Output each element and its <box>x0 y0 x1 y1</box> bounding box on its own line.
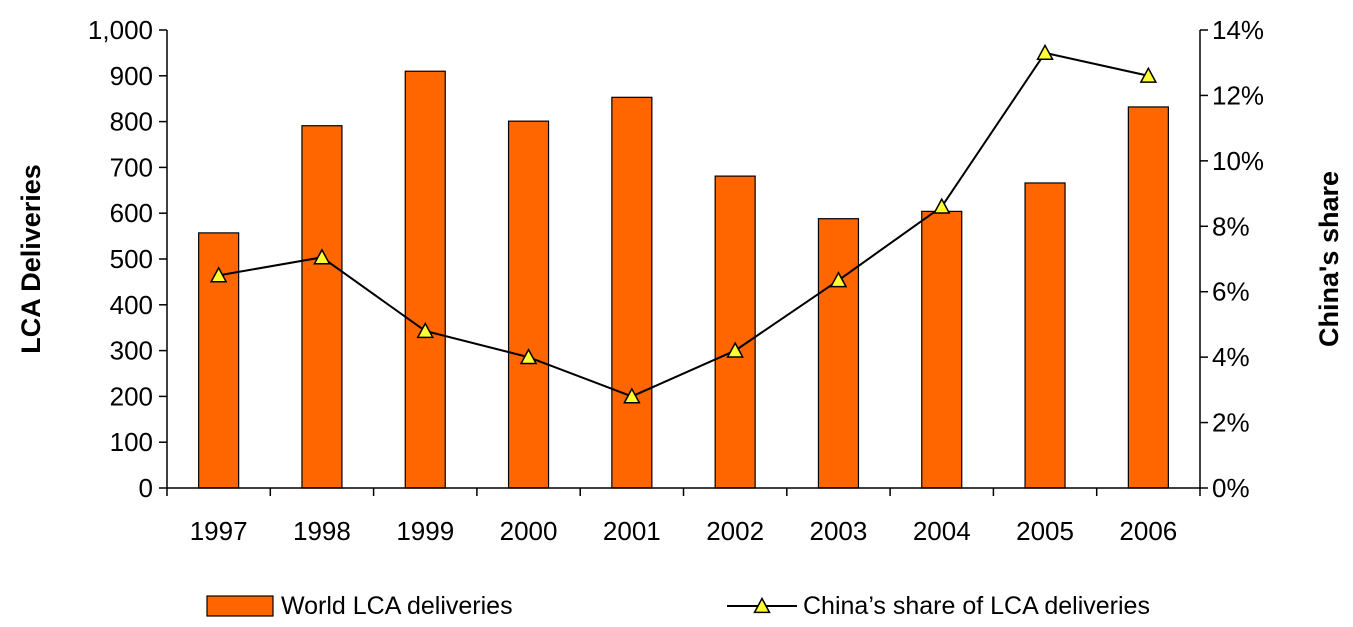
legend-bar-swatch <box>206 595 274 617</box>
right-tick-label: 8% <box>1212 211 1250 241</box>
x-ticks-group: 1997 1998 1999 2000 2001 2002 2003 2004 2005 2006 <box>166 488 1201 546</box>
bar-1999 <box>404 70 446 489</box>
china-share-point-2000 <box>519 348 538 365</box>
x-tick-label: 2005 <box>1016 516 1074 546</box>
china-share-point-2004 <box>932 197 951 214</box>
x-tick-label: 2001 <box>603 516 661 546</box>
x-tick-label: 2000 <box>500 516 558 546</box>
left-tick-label: 1,000 <box>88 15 153 45</box>
bar-2004 <box>921 210 963 489</box>
right-tick-label: 10% <box>1212 146 1264 176</box>
legend-bar-label: World LCA deliveries <box>281 592 513 620</box>
x-tick-label: 1998 <box>293 516 351 546</box>
x-tick-label: 1999 <box>396 516 454 546</box>
right-tick-label: 2% <box>1212 408 1250 438</box>
china-share-point-2002 <box>726 341 744 358</box>
left-tick-label: 0 <box>139 473 153 503</box>
bars-group <box>198 70 1169 489</box>
left-axis-title: LCA Deliveries <box>16 164 46 354</box>
right-tick-label: 6% <box>1212 277 1250 307</box>
x-tick-label: 2003 <box>810 516 868 546</box>
x-tick-label: 2006 <box>1119 516 1177 546</box>
x-tick-label: 2002 <box>706 516 764 546</box>
china-share-point-2001 <box>623 387 641 404</box>
right-ticks-group: 0% 2% 4% 6% 8% 10% 12% 14% <box>1200 15 1264 503</box>
left-tick-label: 800 <box>110 107 153 137</box>
china-share-point-1998 <box>313 248 331 265</box>
legend-line-label: China’s share of LCA deliveries <box>803 592 1150 620</box>
bar-2005 <box>1024 182 1066 489</box>
right-tick-label: 4% <box>1212 342 1250 372</box>
right-tick-label: 14% <box>1212 15 1264 45</box>
x-tick-label: 2004 <box>913 516 971 546</box>
china-share-line <box>218 51 1149 398</box>
left-tick-label: 300 <box>110 336 153 366</box>
left-tick-label: 100 <box>110 427 153 457</box>
bar-2003 <box>817 218 860 489</box>
legend-line-marker <box>753 596 771 614</box>
right-tick-label: 12% <box>1212 80 1264 110</box>
left-tick-label: 600 <box>110 198 153 228</box>
x-tick-label: 1997 <box>190 516 248 546</box>
bar-1998 <box>301 125 343 489</box>
china-share-point-1997 <box>209 266 228 283</box>
right-axis-title: China's share <box>1314 171 1344 347</box>
china-share-point-2006 <box>1139 66 1158 83</box>
china-share-point-2005 <box>1036 43 1054 61</box>
left-tick-label: 900 <box>110 61 153 91</box>
china-share-point-1999 <box>416 321 435 339</box>
right-tick-label: 0% <box>1212 473 1250 503</box>
left-tick-label: 400 <box>110 290 153 320</box>
left-tick-label: 200 <box>110 381 153 411</box>
line-series-group <box>209 43 1158 404</box>
bar-2006 <box>1127 106 1169 489</box>
bar-2002 <box>714 175 756 489</box>
left-tick-label: 700 <box>110 152 153 182</box>
bar-2000 <box>507 120 550 489</box>
left-tick-label: 500 <box>110 244 153 274</box>
bar-2001 <box>611 96 653 489</box>
legend: World LCA deliveries China’s share of LC… <box>206 592 1150 620</box>
left-ticks-group: 0 100 200 300 400 500 600 700 800 900 1,000 <box>88 15 167 503</box>
china-share-point-2003 <box>829 271 848 288</box>
